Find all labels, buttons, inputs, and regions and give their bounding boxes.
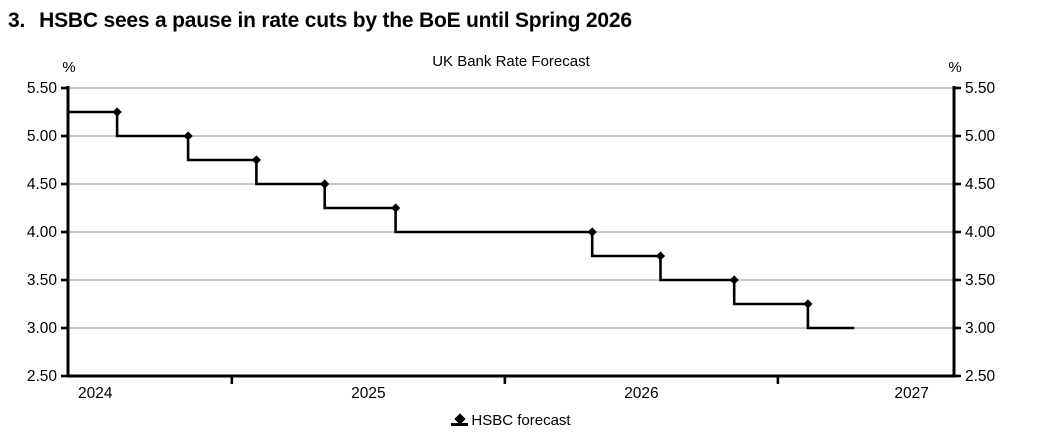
y-tick-label-left: 3.00 bbox=[27, 320, 58, 337]
legend-label: HSBC forecast bbox=[471, 412, 571, 429]
y-tick-label-left: 3.50 bbox=[27, 272, 58, 289]
data-marker-diamond bbox=[251, 155, 261, 165]
y-tick-label-right: 5.50 bbox=[965, 80, 996, 97]
y-tick-label-right: 5.00 bbox=[965, 128, 996, 145]
data-marker-diamond bbox=[320, 179, 330, 189]
data-marker-diamond bbox=[655, 251, 666, 261]
legend-line-marker-icon bbox=[451, 412, 469, 428]
legend: HSBC forecast bbox=[68, 412, 954, 429]
y-tick-label-right: 4.00 bbox=[965, 224, 996, 241]
y-tick-label-left: 4.50 bbox=[27, 176, 58, 193]
figure-heading: 3. HSBC sees a pause in rate cuts by the… bbox=[8, 9, 632, 33]
y-axis-unit-left: % bbox=[62, 59, 76, 76]
chart-title: UK Bank Rate Forecast bbox=[432, 53, 590, 70]
rate-step-line bbox=[68, 110, 855, 330]
data-marker-diamond bbox=[729, 275, 739, 285]
data-marker-diamond bbox=[391, 203, 401, 213]
x-year-label: 2025 bbox=[351, 385, 385, 402]
y-tick-label-left: 2.50 bbox=[27, 368, 58, 385]
y-tick-label-right: 3.50 bbox=[965, 272, 996, 289]
data-marker-diamond bbox=[183, 131, 193, 141]
y-tick-label-left: 5.00 bbox=[27, 128, 58, 145]
x-year-label: 2027 bbox=[894, 385, 928, 402]
y-tick-label-right: 2.50 bbox=[965, 368, 996, 385]
data-marker-diamond bbox=[587, 227, 597, 237]
y-tick-label-right: 3.00 bbox=[965, 320, 996, 337]
x-year-label: 2026 bbox=[624, 385, 658, 402]
y-tick-label-left: 5.50 bbox=[27, 80, 58, 97]
data-marker-diamond bbox=[112, 107, 122, 117]
figure-heading-text: HSBC sees a pause in rate cuts by the Bo… bbox=[39, 9, 632, 32]
figure-number: 3. bbox=[8, 9, 26, 32]
x-year-label: 2024 bbox=[78, 385, 113, 402]
data-marker-diamond bbox=[803, 299, 813, 309]
y-axis-unit-right: % bbox=[948, 59, 962, 76]
y-tick-label-left: 4.00 bbox=[27, 224, 58, 241]
y-tick-label-right: 4.50 bbox=[965, 176, 996, 193]
